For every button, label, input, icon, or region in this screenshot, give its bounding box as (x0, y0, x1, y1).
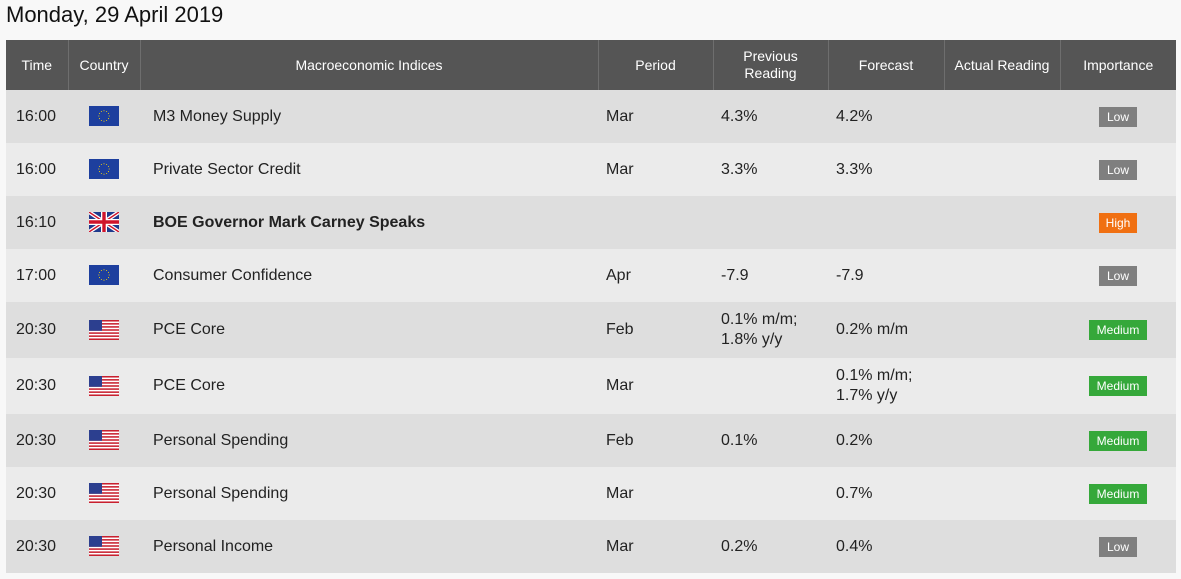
table-row[interactable]: 16:00 M3 Money Supply Mar 4.3% 4.2% Low (6, 90, 1176, 143)
event-time: 16:00 (6, 90, 68, 143)
event-actual (944, 196, 1060, 249)
event-period: Mar (598, 143, 713, 196)
event-period (598, 196, 713, 249)
event-name: PCE Core (140, 302, 598, 358)
event-previous (713, 196, 828, 249)
event-forecast: 0.2% m/m (828, 302, 944, 358)
event-previous-line: 1.8% y/y (721, 331, 783, 348)
event-name: BOE Governor Mark Carney Speaks (140, 196, 598, 249)
table-row[interactable]: 20:30 Personal Spending Feb 0.1% 0.2% Me… (6, 414, 1176, 467)
event-period: Mar (598, 520, 713, 573)
eu-flag-icon (89, 106, 119, 127)
event-forecast: 4.2% (828, 90, 944, 143)
col-header-previous: Previous Reading (712, 40, 828, 90)
importance-badge: Medium (1089, 430, 1147, 451)
event-forecast: 3.3% (828, 143, 944, 196)
importance-badge: Low (1099, 106, 1137, 127)
col-header-actual: Actual Reading (943, 40, 1060, 90)
table-row[interactable]: 20:30 Personal Income Mar 0.2% 0.4% Low (6, 520, 1176, 573)
event-previous (713, 467, 828, 520)
table-row[interactable]: 20:30 PCE Core Feb 0.1% m/m; 1.8% y/y 0.… (6, 302, 1176, 358)
event-previous: 4.3% (713, 90, 828, 143)
event-name: Private Sector Credit (140, 143, 598, 196)
eu-flag-icon (89, 265, 119, 286)
event-previous: 0.2% (713, 520, 828, 573)
event-forecast: -7.9 (828, 249, 944, 302)
us-flag-icon (89, 483, 119, 504)
col-header-time: Time (6, 40, 68, 90)
event-name: Consumer Confidence (140, 249, 598, 302)
event-time: 20:30 (6, 358, 68, 414)
event-actual (944, 90, 1060, 143)
table-row[interactable]: 16:10 BOE Governor Mark Carney Speaks Hi… (6, 196, 1176, 249)
col-header-forecast: Forecast (827, 40, 944, 90)
event-time: 16:00 (6, 143, 68, 196)
us-flag-icon (89, 375, 119, 396)
event-forecast-line: 1.7% y/y (836, 387, 898, 404)
event-period: Apr (598, 249, 713, 302)
event-actual (944, 143, 1060, 196)
event-period: Mar (598, 90, 713, 143)
importance-badge: Medium (1089, 376, 1147, 396)
col-header-period: Period (597, 40, 713, 90)
event-forecast: 0.7% (828, 467, 944, 520)
event-period: Feb (598, 414, 713, 467)
uk-flag-icon (89, 212, 119, 233)
event-time: 16:10 (6, 196, 68, 249)
event-period: Mar (598, 358, 713, 414)
event-actual (944, 467, 1060, 520)
event-previous-line: 0.1% m/m; (721, 311, 798, 328)
importance-badge: Medium (1089, 320, 1147, 340)
table-row[interactable]: 16:00 Private Sector Credit Mar 3.3% 3.3… (6, 143, 1176, 196)
us-flag-icon (89, 319, 119, 340)
event-forecast-line: 0.1% m/m; (836, 367, 913, 384)
event-forecast: 0.1% m/m; 1.7% y/y (828, 358, 944, 414)
event-actual (944, 520, 1060, 573)
importance-badge: Medium (1089, 483, 1147, 504)
event-time: 20:30 (6, 414, 68, 467)
importance-badge: Low (1099, 536, 1137, 557)
eu-flag-icon (89, 159, 119, 180)
event-time: 20:30 (6, 467, 68, 520)
table-row[interactable]: 17:00 Consumer Confidence Apr -7.9 -7.9 … (6, 249, 1176, 302)
event-forecast: 0.2% (828, 414, 944, 467)
event-actual (944, 249, 1060, 302)
importance-badge: Low (1099, 159, 1137, 180)
event-actual (944, 302, 1060, 358)
event-time: 20:30 (6, 520, 68, 573)
event-previous: -7.9 (713, 249, 828, 302)
event-actual (944, 414, 1060, 467)
event-name: Personal Income (140, 520, 598, 573)
event-forecast (828, 196, 944, 249)
event-previous: 3.3% (713, 143, 828, 196)
page-title: Monday, 29 April 2019 (6, 2, 224, 27)
col-header-indices: Macroeconomic Indices (139, 40, 598, 90)
importance-badge: High (1099, 212, 1137, 233)
col-header-importance: Importance (1059, 40, 1176, 90)
event-time: 20:30 (6, 302, 68, 358)
event-name: M3 Money Supply (140, 90, 598, 143)
table-header-row: Time Country Macroeconomic Indices Perio… (6, 40, 1176, 90)
event-name: Personal Spending (140, 467, 598, 520)
event-time: 17:00 (6, 249, 68, 302)
table-row[interactable]: 20:30 PCE Core Mar 0.1% m/m; 1.7% y/y Me… (6, 358, 1176, 414)
us-flag-icon (89, 430, 119, 451)
us-flag-icon (89, 536, 119, 557)
event-period: Feb (598, 302, 713, 358)
importance-badge: Low (1099, 265, 1137, 286)
event-name: PCE Core (140, 358, 598, 414)
event-previous (713, 358, 828, 414)
event-actual (944, 358, 1060, 414)
event-previous: 0.1% (713, 414, 828, 467)
event-period: Mar (598, 467, 713, 520)
event-previous: 0.1% m/m; 1.8% y/y (713, 302, 828, 358)
table-row[interactable]: 20:30 Personal Spending Mar 0.7% Medium (6, 467, 1176, 520)
col-header-country: Country (67, 40, 140, 90)
event-name: Personal Spending (140, 414, 598, 467)
economic-calendar-table: Time Country Macroeconomic Indices Perio… (6, 40, 1176, 573)
event-forecast: 0.4% (828, 520, 944, 573)
